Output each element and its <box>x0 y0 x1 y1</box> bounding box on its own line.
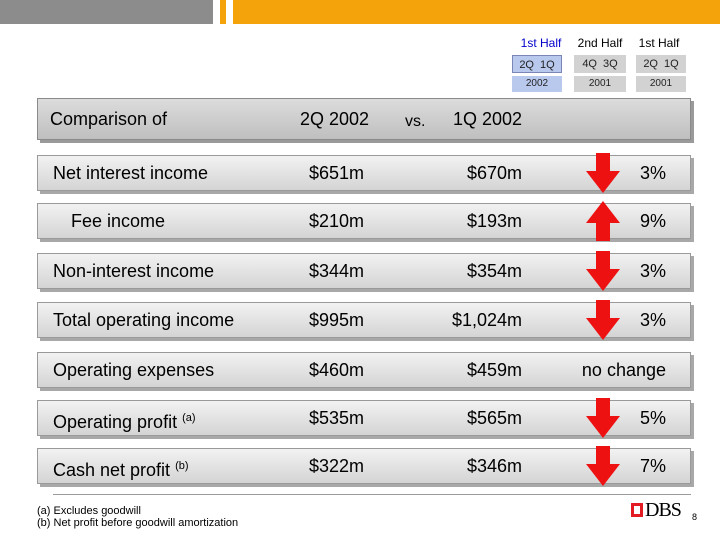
comparison-label: Comparison of <box>50 109 168 129</box>
arrow-down-icon <box>586 153 620 193</box>
arrow-down-icon <box>586 398 620 438</box>
value-1q-2002: $346m <box>466 456 522 476</box>
value-1q-2002: $670m <box>466 163 522 183</box>
top-stripe-orange <box>233 0 720 24</box>
table-row <box>37 448 691 484</box>
value-2q-2002: $995m <box>309 310 365 330</box>
arrow-down-icon <box>586 251 620 291</box>
period-quarters[interactable]: 4Q 3Q <box>574 55 626 73</box>
footnote-marker: (a) <box>182 412 196 424</box>
change-value: 3% <box>639 163 666 183</box>
value-1q-2002: $1,024m <box>451 310 522 330</box>
change-value: 9% <box>639 211 666 231</box>
period-selector: 1st Half 2Q 1Q 2002 2nd Half 4Q 3Q 2001 1s… <box>508 34 688 96</box>
row-label: Fee income <box>71 203 165 239</box>
quarter-label: 1Q <box>664 58 679 70</box>
footnote-marker: (b) <box>175 460 189 472</box>
row-label: Operating expenses <box>53 352 214 388</box>
period-quarters-active[interactable]: 2Q 1Q <box>512 55 562 73</box>
quarter-label: 2Q <box>643 58 658 70</box>
value-1q-2002: $354m <box>466 261 522 281</box>
arrow-up-icon <box>586 201 620 241</box>
row-label: Net interest income <box>53 155 208 191</box>
value-1q-2002: $193m <box>466 211 522 231</box>
row-label-text: Non-interest income <box>53 261 215 281</box>
period-quarters[interactable]: 2Q 1Q <box>636 55 686 73</box>
period-group-label: 2nd Half <box>577 36 623 50</box>
period-a-heading: 2Q 2002 <box>300 109 370 129</box>
period-year: 2002 <box>512 76 562 92</box>
table-row <box>37 253 691 289</box>
quarter-label: 1Q <box>540 59 555 71</box>
top-stripe-gray <box>0 0 213 24</box>
table-row <box>37 400 691 436</box>
footnote-a: (a) Excludes goodwill <box>37 505 141 517</box>
quarter-label: 4Q <box>582 58 597 70</box>
row-label-text: Operating expenses <box>53 360 215 380</box>
period-group-label: 1st Half <box>520 36 562 50</box>
table-row <box>37 203 691 239</box>
footnote-b: (b) Net profit before goodwill amortizat… <box>37 517 239 529</box>
table-row <box>37 302 691 338</box>
comparison-header-bar <box>37 98 691 140</box>
arrow-down-icon <box>586 300 620 340</box>
arrow-down-icon <box>586 446 620 486</box>
dbs-logo-icon <box>631 503 643 517</box>
value-2q-2002: $651m <box>309 163 365 183</box>
vs-label: vs. <box>405 113 426 130</box>
period-group-label: 1st Half <box>638 36 680 50</box>
change-value: 3% <box>639 310 666 330</box>
row-label: Total operating income <box>53 302 234 338</box>
row-label: Non-interest income <box>53 253 214 289</box>
dbs-logo: DBS <box>645 499 682 521</box>
value-2q-2002: $322m <box>309 456 365 476</box>
page-number: 8 <box>692 512 698 522</box>
row-label-text: Total operating income <box>53 310 235 330</box>
value-2q-2002: $460m <box>309 360 365 380</box>
footer-divider <box>53 494 691 495</box>
value-1q-2002: $459m <box>466 360 522 380</box>
row-label-text: Net interest income <box>53 163 209 183</box>
row-label-text: Cash net profit <box>53 460 171 480</box>
value-2q-2002: $210m <box>309 211 365 231</box>
table-row <box>37 352 691 388</box>
quarter-label: 3Q <box>603 58 618 70</box>
row-label-text: Fee income <box>71 211 166 231</box>
top-stripe-orange-divider <box>220 0 226 24</box>
period-b-heading: 1Q 2002 <box>453 109 523 129</box>
change-value: 7% <box>639 456 666 476</box>
value-2q-2002: $344m <box>309 261 365 281</box>
change-value: 3% <box>639 261 666 281</box>
row-label: Operating profit (a) <box>53 400 196 436</box>
change-value: 5% <box>639 408 666 428</box>
period-year: 2001 <box>636 76 686 92</box>
table-row <box>37 155 691 191</box>
row-label: Cash net profit (b) <box>53 448 189 484</box>
value-2q-2002: $535m <box>309 408 365 428</box>
period-year: 2001 <box>574 76 626 92</box>
value-1q-2002: $565m <box>466 408 522 428</box>
quarter-label: 2Q <box>519 59 534 71</box>
row-label-text: Operating profit <box>53 412 178 432</box>
change-value: no change <box>581 360 666 380</box>
